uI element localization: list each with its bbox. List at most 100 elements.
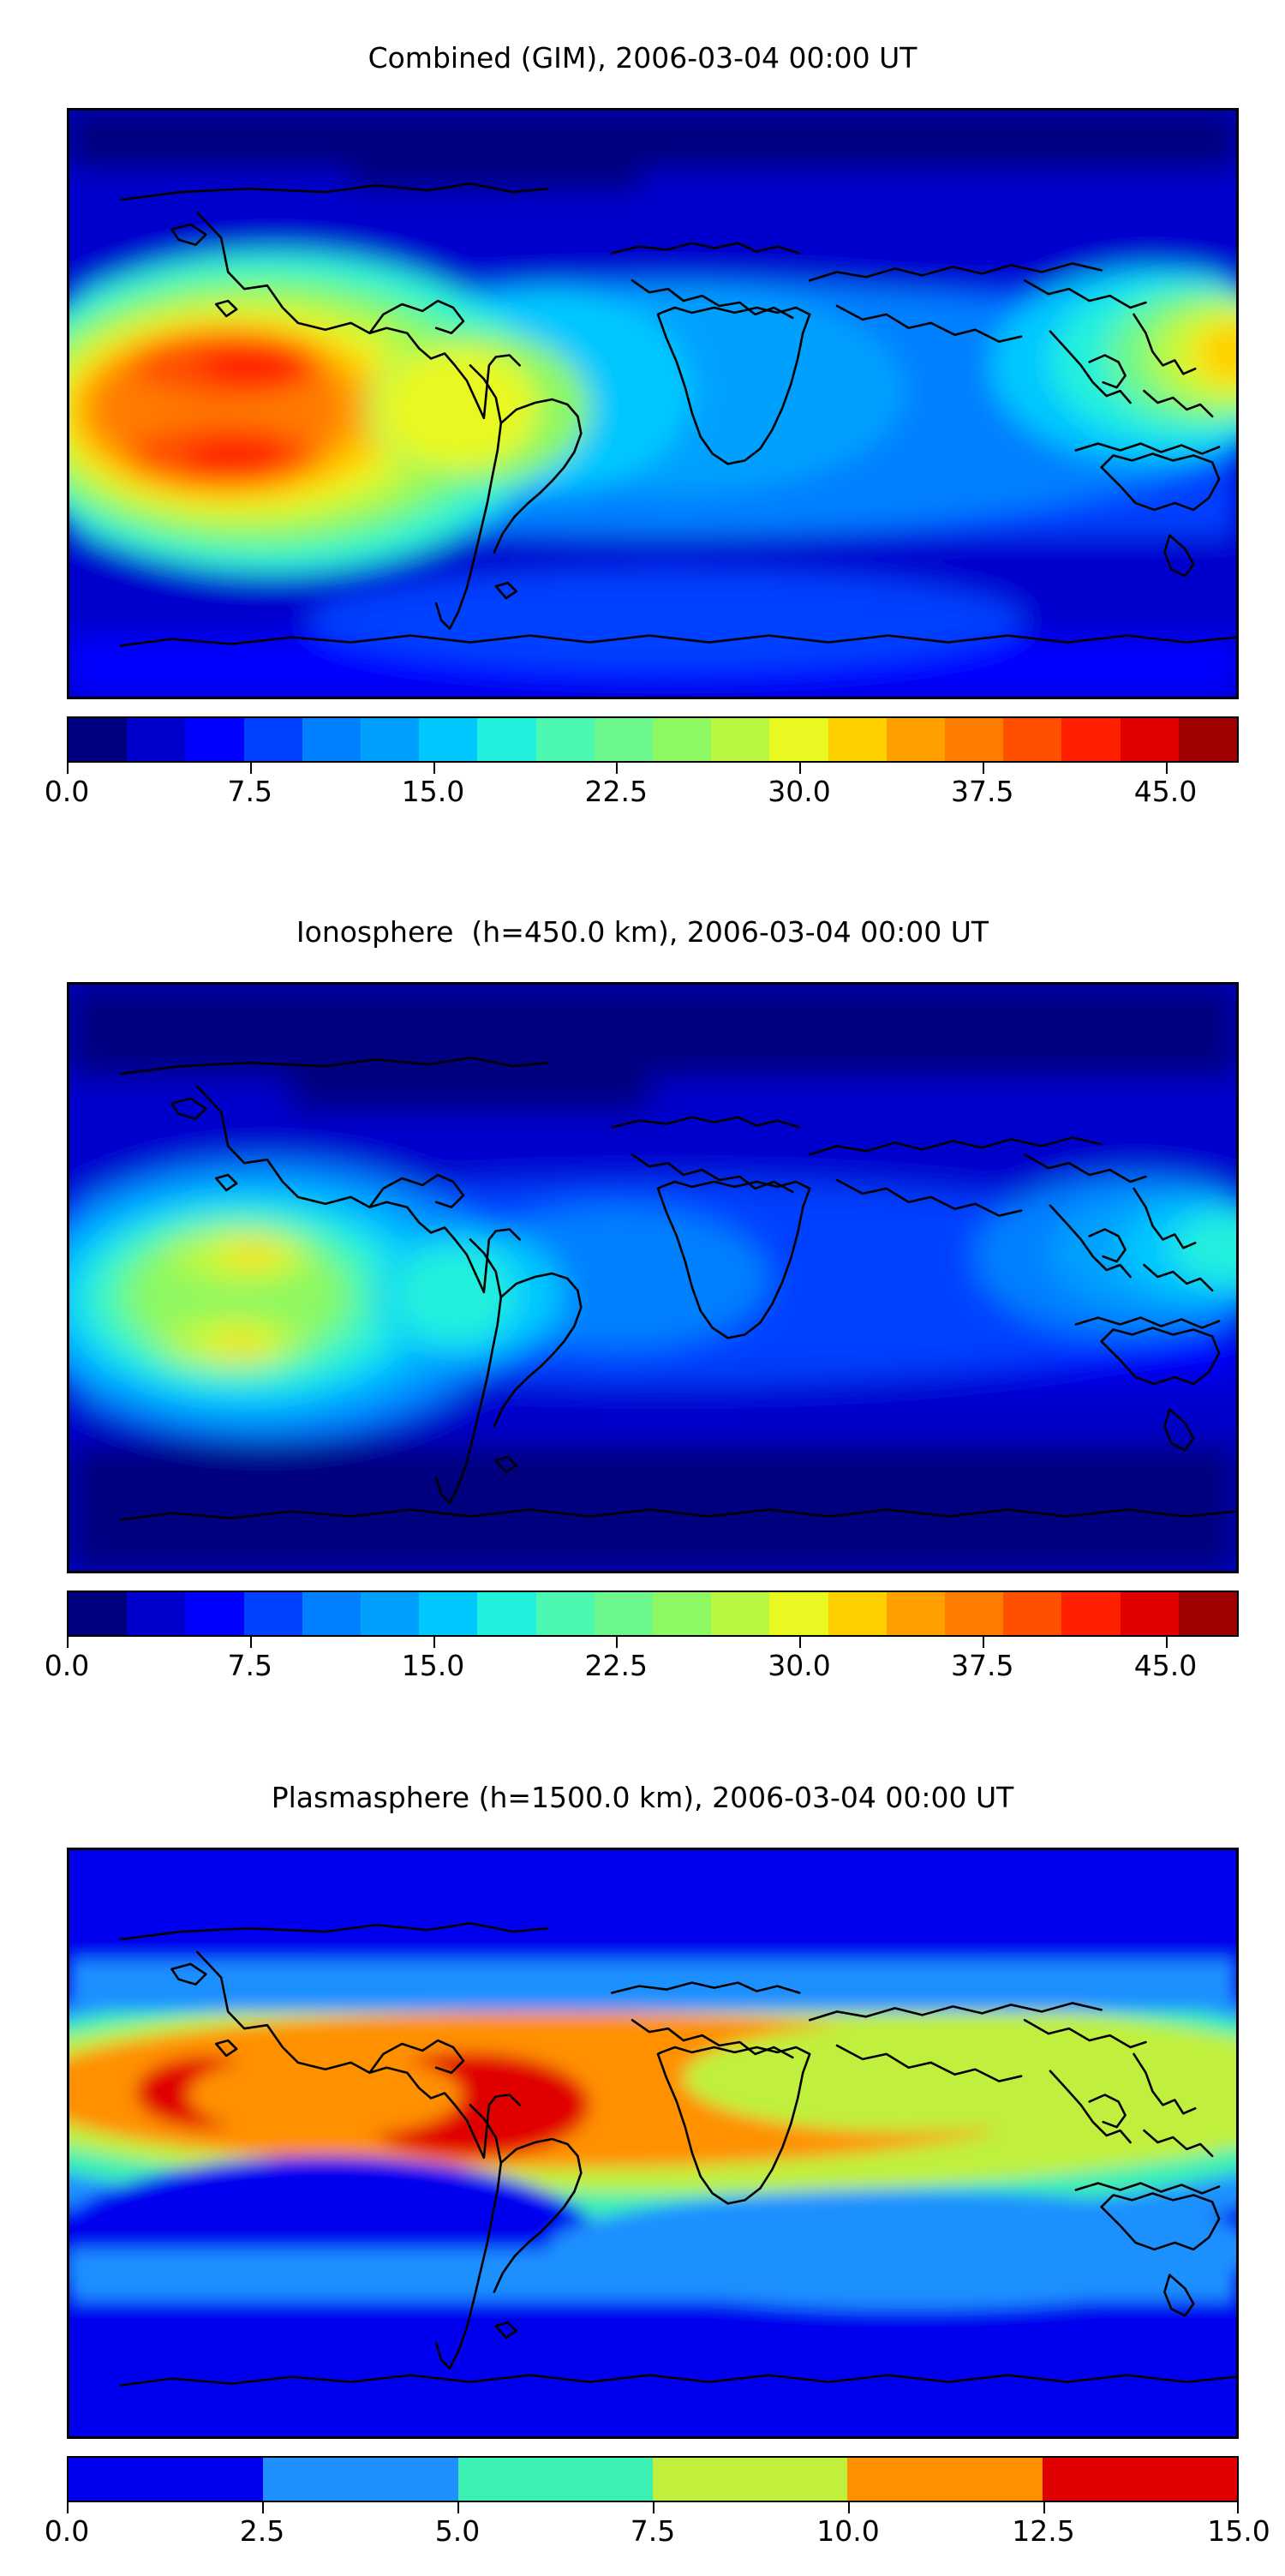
- colorbar-swatch: [945, 718, 1004, 761]
- colorbar-swatch: [1003, 1592, 1062, 1635]
- colorbar-swatch: [1003, 718, 1062, 761]
- colorbar-swatches-combined-gim: [67, 716, 1239, 763]
- colorbar-swatch: [945, 1592, 1004, 1635]
- colorbar-swatch: [535, 718, 595, 761]
- colorbar-swatch: [1120, 1592, 1179, 1635]
- colorbar-tick-label: 15.0: [401, 1649, 465, 1682]
- colorbar-tick-label: 10.0: [816, 2514, 880, 2548]
- colorbar-tick-label: 37.5: [951, 1649, 1014, 1682]
- colorbar-labels-combined-gim: 0.0 7.5 15.0 22.5 30.0 37.5 45.0: [45, 775, 1239, 814]
- colorbar-tick-label: 2.5: [239, 2514, 285, 2548]
- colorbar-tick: [262, 2502, 264, 2513]
- colorbar-tick-label: 12.5: [1012, 2514, 1075, 2548]
- colorbar-swatch: [769, 1592, 828, 1635]
- colorbar-tick-label: 0.0: [44, 1649, 90, 1682]
- colorbar-swatch: [1061, 1592, 1121, 1635]
- colorbar-swatch: [419, 718, 478, 761]
- colorbar-tick-label: 7.5: [630, 2514, 676, 2548]
- colorbar-swatch: [127, 1592, 186, 1635]
- colorbar-tick-label: 30.0: [768, 775, 831, 808]
- colorbar-ticks-ionosphere: [67, 1637, 1239, 1649]
- colorbar-swatch: [185, 1592, 244, 1635]
- colorbar-swatch: [886, 1592, 946, 1635]
- colorbar-combined-gim: 0.0 7.5 15.0 22.5 30.0 37.5 45.0: [45, 716, 1239, 836]
- colorbar-swatch: [361, 718, 420, 761]
- colorbar-tick: [653, 2502, 654, 2513]
- colorbar-swatch: [302, 1592, 362, 1635]
- map-axes-combined-gim: [67, 108, 1239, 699]
- colorbar-swatch: [653, 718, 712, 761]
- colorbar-tick: [249, 1637, 252, 1648]
- colorbar-ticks-combined-gim: [67, 763, 1239, 775]
- colorbar-swatch: [127, 718, 186, 761]
- colorbar-swatch: [69, 1592, 128, 1635]
- colorbar-swatch: [711, 1592, 770, 1635]
- colorbar-swatch: [243, 1592, 302, 1635]
- map-plot-combined-gim: [69, 111, 1236, 697]
- colorbar-swatch: [886, 718, 946, 761]
- colorbar-swatch: [594, 718, 654, 761]
- panel-title-ionosphere: Ionosphere (h=450.0 km), 2006-03-04 00:0…: [296, 915, 989, 949]
- colorbar-tick: [982, 763, 984, 774]
- colorbar-ionosphere: 0.0 7.5 15.0 22.5 30.0 37.5 45.0: [45, 1591, 1239, 1710]
- colorbar-tick: [799, 1637, 801, 1648]
- colorbar-plasmasphere: 0.0 2.5 5.0 7.5 10.0 12.5 15.0: [45, 2456, 1270, 2576]
- colorbar-tick-label: 22.5: [584, 775, 648, 808]
- colorbar-tick: [1165, 1637, 1168, 1648]
- colorbar-swatch: [652, 2458, 848, 2501]
- colorbar-labels-plasmasphere: 0.0 2.5 5.0 7.5 10.0 12.5 15.0: [45, 2514, 1270, 2554]
- colorbar-tick-label: 0.0: [44, 775, 90, 808]
- panel-plasmasphere: Plasmasphere (h=1500.0 km), 2006-03-04 0…: [0, 1748, 1285, 2571]
- colorbar-swatch: [69, 2458, 264, 2501]
- colorbar-swatch: [828, 718, 887, 761]
- colorbar-swatch: [263, 2458, 458, 2501]
- colorbar-swatch: [419, 1592, 478, 1635]
- colorbar-swatches-plasmasphere: [67, 2456, 1239, 2502]
- colorbar-swatch: [828, 1592, 887, 1635]
- colorbar-ticks-plasmasphere: [67, 2502, 1239, 2514]
- colorbar-swatch: [302, 718, 362, 761]
- colorbar-tick: [249, 763, 252, 774]
- colorbar-swatch: [477, 1592, 536, 1635]
- colorbar-swatch: [847, 2458, 1043, 2501]
- map-axes-ionosphere: [67, 982, 1239, 1573]
- colorbar-tick-label: 7.5: [227, 1649, 272, 1682]
- colorbar-tick: [67, 1637, 69, 1648]
- colorbar-swatch: [243, 718, 302, 761]
- colorbar-tick-label: 7.5: [227, 775, 272, 808]
- panel-ionosphere: Ionosphere (h=450.0 km), 2006-03-04 00:0…: [0, 874, 1285, 1748]
- map-axes-plasmasphere: [67, 1848, 1239, 2439]
- colorbar-swatch: [457, 2458, 653, 2501]
- colorbar-tick: [982, 1637, 984, 1648]
- colorbar-swatch: [185, 718, 244, 761]
- colorbar-tick: [433, 1637, 435, 1648]
- colorbar-swatch: [711, 718, 770, 761]
- colorbar-tick: [457, 2502, 459, 2513]
- colorbar-swatch: [535, 1592, 595, 1635]
- colorbar-swatch: [361, 1592, 420, 1635]
- colorbar-tick: [848, 2502, 850, 2513]
- colorbar-swatch: [1120, 718, 1179, 761]
- colorbar-tick-label: 5.0: [434, 2514, 481, 2548]
- colorbar-tick: [616, 763, 619, 774]
- panel-title-combined-gim: Combined (GIM), 2006-03-04 00:00 UT: [368, 41, 917, 75]
- colorbar-swatch: [769, 718, 828, 761]
- colorbar-tick: [1237, 2502, 1239, 2513]
- colorbar-tick-label: 30.0: [768, 1649, 831, 1682]
- colorbar-swatches-ionosphere: [67, 1591, 1239, 1637]
- colorbar-tick-label: 45.0: [1133, 775, 1198, 808]
- colorbar-labels-ionosphere: 0.0 7.5 15.0 22.5 30.0 37.5 45.0: [45, 1649, 1239, 1688]
- colorbar-tick-label: 0.0: [44, 2514, 90, 2548]
- panel-title-plasmasphere: Plasmasphere (h=1500.0 km), 2006-03-04 0…: [271, 1781, 1014, 1814]
- colorbar-swatch: [477, 718, 536, 761]
- colorbar-tick-label: 22.5: [584, 1649, 648, 1682]
- colorbar-swatch: [1178, 1592, 1237, 1635]
- colorbar-swatch: [1042, 2458, 1237, 2501]
- colorbar-tick: [799, 763, 801, 774]
- colorbar-tick: [1165, 763, 1168, 774]
- colorbar-tick: [67, 2502, 69, 2513]
- colorbar-tick-label: 37.5: [951, 775, 1014, 808]
- colorbar-tick: [1043, 2502, 1045, 2513]
- colorbar-swatch: [1178, 718, 1237, 761]
- colorbar-swatch: [69, 718, 128, 761]
